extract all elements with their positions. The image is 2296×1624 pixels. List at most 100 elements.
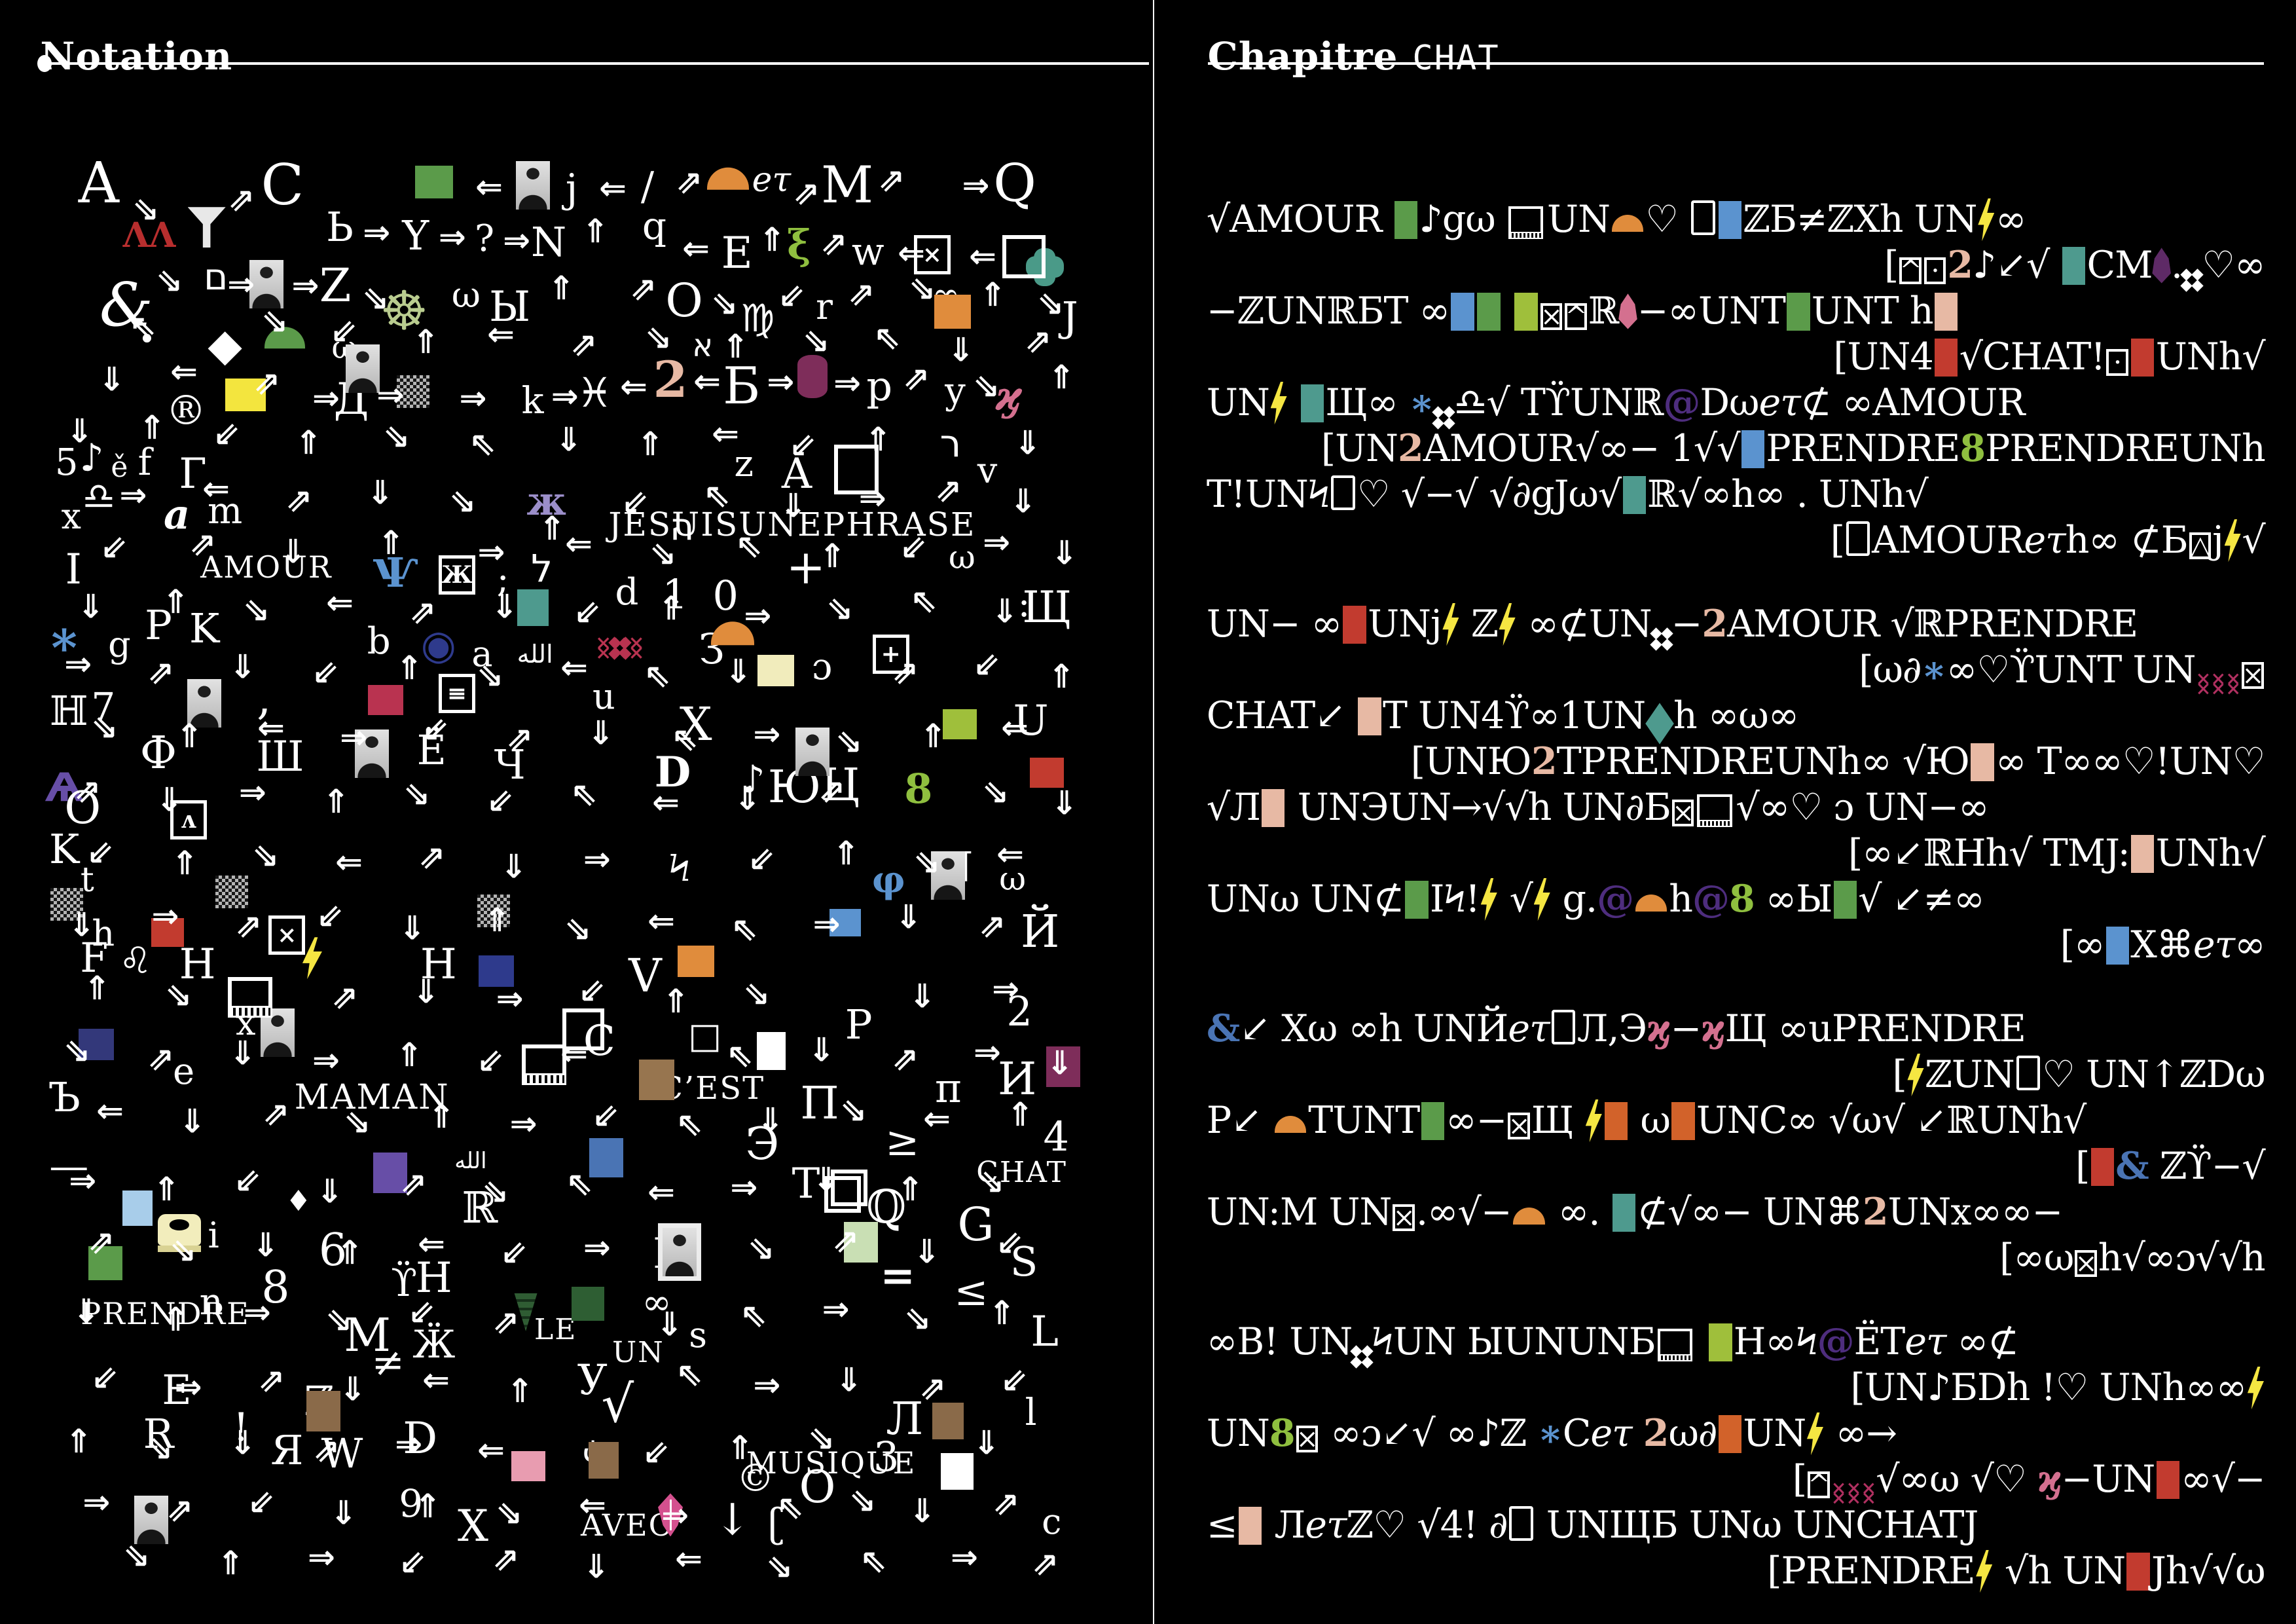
glyph-node: O bbox=[799, 1461, 836, 1513]
glyph-node: d bbox=[615, 571, 639, 614]
double-arrow-icon: ⇒ bbox=[418, 1227, 446, 1265]
asemic-text bbox=[1502, 289, 1513, 333]
glyph-node: П bbox=[800, 1078, 839, 1130]
glyph-node: ≥ bbox=[885, 1117, 920, 1166]
inline-lightning-icon bbox=[1806, 1412, 1823, 1456]
asemic-text: UN bbox=[1547, 198, 1611, 241]
double-arrow-icon: ⇒ bbox=[564, 526, 592, 565]
asemic-colored-glyph: 2 bbox=[1398, 426, 1424, 470]
asemic-text: Щ∞ bbox=[1325, 381, 1409, 424]
double-arrow-icon: ⇒ bbox=[895, 1295, 942, 1342]
double-arrow-icon: ⇒ bbox=[500, 1376, 538, 1404]
double-arrow-icon: ⇒ bbox=[312, 378, 340, 417]
double-arrow-icon: ⇒ bbox=[757, 1543, 804, 1591]
glyph-node: Ф bbox=[139, 727, 177, 779]
glyph-node: O bbox=[665, 273, 703, 327]
double-arrow-icon: ⇒ bbox=[630, 430, 669, 457]
double-arrow-icon: ⇒ bbox=[651, 1310, 690, 1338]
glyph-node: W bbox=[321, 1429, 363, 1477]
double-arrow-icon: ⇒ bbox=[238, 773, 266, 812]
asemic-italic-glyph: eτ bbox=[1508, 1007, 1550, 1050]
asemic-colored-glyph: ∗ bbox=[1537, 1411, 1563, 1455]
glyph-node: ☸ bbox=[380, 280, 428, 343]
glyph-node: Т bbox=[792, 1159, 820, 1208]
double-arrow-icon: ⇒ bbox=[408, 1492, 446, 1519]
inline-color-square bbox=[1612, 1194, 1636, 1232]
asemic-text: H∞Ϟ bbox=[1733, 1320, 1818, 1363]
spiral-icon: @ bbox=[1663, 380, 1700, 424]
double-arrow-icon: ⇒ bbox=[408, 976, 446, 1005]
glyph-node: = bbox=[880, 1251, 916, 1301]
notation-word: AVEC bbox=[580, 1507, 673, 1543]
double-arrow-icon: ⇒ bbox=[583, 1094, 630, 1141]
inline-color-square bbox=[1358, 697, 1381, 736]
asemic-text: √h UN bbox=[1993, 1549, 2126, 1593]
asemic-colored-glyph: 8 bbox=[1269, 1411, 1296, 1455]
double-arrow-icon: ⇒ bbox=[247, 1230, 285, 1258]
inline-color-square bbox=[1935, 339, 1958, 377]
double-arrow-icon: ⇒ bbox=[560, 772, 607, 819]
double-arrow-icon: ⇒ bbox=[1046, 788, 1085, 817]
asemic-text: [UN♪БDh !♡ UNh∞∞ bbox=[1850, 1366, 2248, 1409]
glyph-node: Ь bbox=[326, 203, 354, 251]
glyph-node: y bbox=[945, 369, 966, 413]
double-arrow-icon: ⇒ bbox=[675, 1541, 703, 1580]
asemic-text: [∞ω bbox=[1999, 1236, 2074, 1280]
boxed-glyph-icon: × bbox=[268, 915, 306, 955]
double-arrow-icon: ⇒ bbox=[810, 220, 857, 267]
glyph-node: eτ bbox=[752, 160, 792, 200]
asemic-line: [∞ω×h√∞ɔ√√h bbox=[1207, 1235, 2266, 1281]
inline-color-square bbox=[1971, 743, 1994, 782]
glyph-node: ם bbox=[204, 256, 228, 299]
asemic-paragraph: √AMOUR ♪gω UN ♡ ℤБ≠ℤXh UN ∞ [^ · 2♪↙√ CM. ♡∞ −ℤ… bbox=[1207, 196, 2266, 563]
glyph-node: P bbox=[145, 600, 172, 649]
glyph-node: א bbox=[692, 327, 714, 365]
glyph-node: ; bbox=[496, 558, 509, 601]
inline-color-square bbox=[2156, 1461, 2179, 1500]
glyph-node: ♎ bbox=[82, 475, 115, 518]
asemic-text: TPRENDREUNh∞ √Ю bbox=[1556, 740, 1971, 783]
double-arrow-icon: ⇒ bbox=[974, 1033, 1001, 1072]
double-arrow-icon: ⇒ bbox=[744, 596, 772, 635]
double-arrow-icon: ⇒ bbox=[826, 839, 864, 866]
double-arrow-icon: ⇒ bbox=[738, 1225, 786, 1272]
double-arrow-icon: ⇒ bbox=[583, 1228, 611, 1266]
inline-color-square bbox=[1394, 201, 1418, 240]
double-arrow-icon: ⇒ bbox=[812, 542, 850, 570]
asemic-line: [∞↙ℝHh√ TMJ: UNh√ bbox=[1207, 830, 2266, 876]
double-arrow-icon: ⇒ bbox=[983, 523, 1010, 562]
color-square bbox=[757, 1031, 786, 1070]
double-arrow-icon: ⇒ bbox=[569, 969, 616, 1016]
double-arrow-icon: ⇒ bbox=[224, 1428, 263, 1456]
asemic-text: ⊄√∞− UN⌘ bbox=[1637, 1190, 1863, 1234]
glyph-node: G bbox=[957, 1197, 994, 1251]
double-arrow-icon: ⇒ bbox=[903, 982, 942, 1010]
boxed-glyph-icon: ʌ bbox=[170, 800, 207, 840]
double-arrow-icon: ⇒ bbox=[59, 1426, 98, 1454]
glyph-node: x bbox=[61, 495, 81, 537]
double-arrow-icon: ⇒ bbox=[767, 362, 795, 401]
double-arrow-icon: ⇒ bbox=[619, 266, 666, 312]
glyph-node: Ш bbox=[256, 732, 304, 781]
glyph-node: V bbox=[629, 949, 662, 1003]
glyph-node: K bbox=[189, 604, 220, 652]
glyph-node: f bbox=[137, 441, 152, 484]
asemic-text: ∞√− bbox=[2181, 1458, 2266, 1501]
inline-computer-icon bbox=[1697, 794, 1732, 827]
color-square bbox=[757, 655, 795, 687]
asemic-text: ∞ bbox=[1995, 198, 2026, 241]
asemic-line: T!UNϞ ♡ √−√ √∂gJω√ ℝ√∞h∞ . UNh√ bbox=[1207, 471, 2265, 517]
photo-thumbnail bbox=[187, 678, 222, 728]
asemic-line: [^ · 2♪↙√ CM. ♡∞ bbox=[1207, 242, 2266, 292]
asemic-text: UN:M UN bbox=[1206, 1190, 1392, 1234]
asemic-line: UN:M UN×.∞√− ∞. ⊄√∞− UN⌘2UNx∞∞− bbox=[1207, 1189, 2265, 1235]
asemic-line: [ℤUN ♡ UN↑ℤDω bbox=[1207, 1052, 2266, 1098]
inline-lightning-icon bbox=[1533, 877, 1550, 921]
double-arrow-icon: ⇒ bbox=[734, 970, 781, 1018]
double-arrow-icon: ⇒ bbox=[371, 528, 410, 557]
inline-color-square bbox=[1514, 293, 1538, 331]
asemic-text: −UN bbox=[2061, 1458, 2156, 1501]
inline-boxed-glyph: △ bbox=[2189, 530, 2212, 562]
asemic-text: [∞↙ℝHh√ TMJ: bbox=[1848, 832, 2130, 875]
double-arrow-icon: ⇒ bbox=[151, 896, 179, 935]
